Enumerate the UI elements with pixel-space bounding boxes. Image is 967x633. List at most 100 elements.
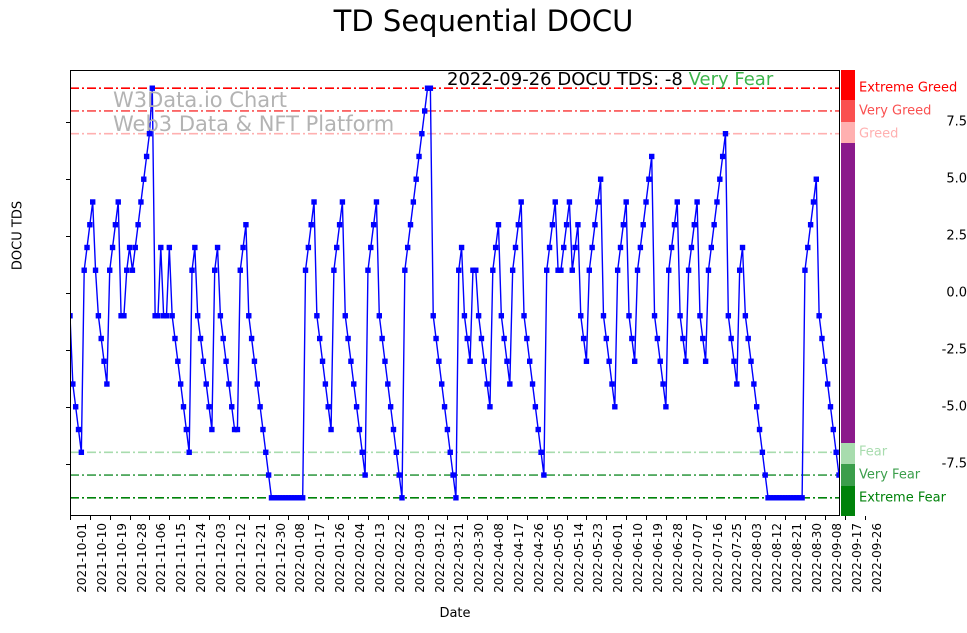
- watermark-secondary: Web3 Data & NFT Platform: [113, 112, 395, 136]
- data-point-marker: [819, 335, 825, 342]
- data-point-marker: [614, 267, 621, 273]
- data-point-marker: [697, 313, 703, 319]
- series-canvas: [70, 85, 840, 501]
- data-point-marker: [248, 335, 255, 342]
- data-point-marker: [504, 358, 510, 364]
- x-tick-label: 2022-06-28: [670, 523, 685, 593]
- x-tick-mark: [745, 516, 747, 520]
- data-point-marker: [788, 495, 794, 501]
- x-tick-label: 2022-08-03: [750, 523, 765, 593]
- data-point-marker: [189, 267, 195, 273]
- data-point-marker: [600, 313, 607, 319]
- data-point-marker: [317, 335, 323, 342]
- y-tick-mark: [66, 463, 70, 465]
- data-point-marker: [158, 244, 164, 251]
- data-point-marker: [626, 313, 632, 319]
- data-point-marker: [694, 199, 700, 205]
- data-point-marker: [473, 267, 479, 273]
- colorbar-segment-greed: [841, 122, 855, 143]
- data-point-marker: [612, 404, 618, 410]
- data-point-marker: [234, 426, 241, 433]
- data-point-marker: [822, 358, 828, 364]
- data-point-marker: [302, 267, 309, 273]
- data-point-marker: [404, 244, 411, 251]
- data-point-marker: [101, 358, 107, 364]
- data-point-marker: [646, 176, 652, 182]
- data-point-marker: [107, 267, 113, 273]
- data-point-marker: [827, 404, 834, 410]
- x-tick-label: 2022-07-25: [730, 523, 745, 593]
- data-point-marker: [132, 244, 138, 251]
- data-point-marker: [776, 495, 783, 501]
- data-point-marker: [268, 495, 275, 501]
- x-tick-label: 2022-07-07: [690, 523, 705, 593]
- x-tick-mark: [367, 516, 369, 520]
- data-point-marker: [484, 381, 490, 387]
- data-point-marker: [254, 381, 260, 387]
- data-point-marker: [336, 222, 343, 228]
- x-tick-label: 2022-03-12: [432, 523, 447, 593]
- x-tick-label: 2022-02-13: [372, 523, 387, 593]
- data-point-marker: [87, 222, 93, 228]
- data-point-marker: [544, 267, 550, 273]
- x-tick-mark: [109, 516, 111, 520]
- x-tick-mark: [844, 516, 846, 520]
- x-tick-mark: [685, 516, 687, 520]
- x-tick-label: 2021-10-28: [134, 523, 149, 593]
- data-point-marker: [705, 267, 712, 273]
- data-point-marker: [339, 199, 346, 205]
- data-point-marker: [739, 244, 746, 251]
- data-point-marker: [779, 495, 785, 501]
- data-point-marker: [280, 495, 286, 501]
- data-point-marker: [186, 449, 192, 455]
- data-point-marker: [816, 313, 822, 319]
- x-tick-mark: [864, 516, 866, 520]
- data-point-marker: [464, 335, 470, 342]
- sentiment-colorbar: [841, 70, 855, 516]
- data-point-marker: [532, 404, 539, 410]
- x-tick-label: 2021-11-24: [194, 523, 209, 593]
- data-point-marker: [206, 404, 212, 410]
- data-point-marker: [410, 199, 417, 205]
- data-point-marker: [467, 358, 473, 364]
- data-point-marker: [325, 404, 331, 410]
- y-tick-mark: [66, 349, 70, 351]
- x-tick-label: 2022-05-23: [591, 523, 606, 593]
- data-point-marker: [629, 335, 635, 342]
- colorbar-segment-neutral: [841, 142, 855, 444]
- data-point-marker: [439, 381, 445, 387]
- x-tick-mark: [467, 516, 469, 520]
- data-point-marker: [260, 426, 266, 433]
- x-tick-label: 2021-12-03: [214, 523, 229, 593]
- data-point-marker: [515, 222, 522, 228]
- data-point-marker: [799, 495, 805, 501]
- x-tick-label: 2022-01-08: [293, 523, 308, 593]
- data-point-marker: [297, 495, 303, 501]
- x-tick-label: 2021-12-30: [273, 523, 288, 593]
- x-tick-label: 2022-04-08: [492, 523, 507, 593]
- data-point-marker: [674, 199, 680, 205]
- x-tick-mark: [566, 516, 568, 520]
- x-tick-label: 2022-08-12: [770, 523, 785, 593]
- data-point-marker: [226, 381, 232, 387]
- data-point-marker: [424, 85, 431, 91]
- y-tick-label: -5.0: [941, 399, 967, 415]
- data-point-marker: [177, 381, 184, 387]
- data-point-marker: [237, 267, 243, 273]
- data-point-marker: [362, 472, 368, 478]
- x-tick-mark: [328, 516, 330, 520]
- data-point-marker: [807, 222, 814, 228]
- data-point-marker: [756, 426, 763, 433]
- x-tick-mark: [228, 516, 230, 520]
- data-point-marker: [671, 222, 678, 228]
- data-point-marker: [166, 244, 173, 251]
- data-point-marker: [373, 199, 380, 205]
- data-point-marker: [78, 449, 85, 455]
- data-point-marker: [251, 358, 258, 364]
- data-point-marker: [745, 335, 751, 342]
- y-tick-label: 0.0: [946, 285, 967, 301]
- x-tick-label: 2022-06-01: [611, 523, 626, 593]
- data-point-marker: [680, 335, 686, 342]
- data-point-marker: [796, 495, 802, 501]
- data-point-marker: [691, 222, 697, 228]
